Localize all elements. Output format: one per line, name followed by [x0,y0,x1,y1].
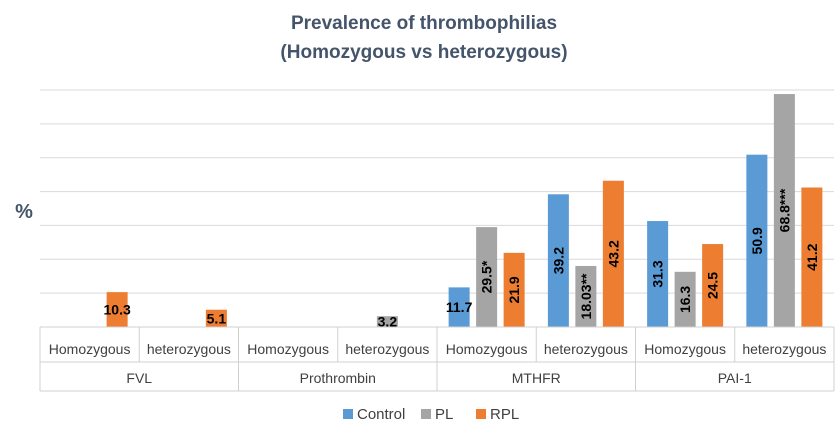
gridlines [40,89,834,294]
bar-pl [476,227,498,327]
legend-label-rpl: RPL [490,406,519,423]
bar-pl [674,271,696,327]
data-label: 10.3 [104,302,131,318]
bar-rpl [801,187,823,327]
bar-control [647,221,669,327]
bar-control [448,287,470,327]
data-label: 68.8*** [776,188,792,232]
bar-rpl [503,252,525,327]
category-label: heterozygous [345,341,429,357]
category-label: Homozygous [49,341,131,357]
y-axis-label: % [15,201,33,223]
chart-title: Prevalence of thrombophilias [291,13,557,34]
legend-label-control: Control [357,406,405,423]
bars [106,94,823,327]
group-label: MTHFR [512,370,561,386]
category-label: heterozygous [544,341,628,357]
bar-pl [773,94,795,327]
category-label: Homozygous [446,341,528,357]
data-label: 5.1 [207,310,227,326]
legend-swatch-pl [421,409,431,419]
bar-rpl [702,244,724,327]
category-label: heterozygous [742,341,826,357]
data-label: 31.3 [650,260,666,287]
bar-rpl [205,309,227,327]
data-label: 24.5 [705,272,721,299]
data-label: 16.3 [677,286,693,313]
bar-rpl [602,180,624,327]
data-label: 41.2 [804,243,820,270]
data-label: 29.5* [479,260,495,293]
data-label: 50.9 [749,227,765,254]
bar-rpl [106,292,128,327]
legend: Control PL RPL [343,406,519,423]
legend-swatch-rpl [476,409,486,419]
legend-swatch-control [343,409,353,419]
bar-control [547,194,569,327]
category-label: heterozygous [147,341,231,357]
category-label: Homozygous [644,341,726,357]
bar-pl [575,265,597,327]
chart-subtitle: (Homozygous vs heterozygous) [280,42,567,63]
category-label: Homozygous [247,341,329,357]
data-label: 3.2 [378,314,398,330]
data-label: 39.2 [550,247,566,274]
data-label: 43.2 [605,240,621,267]
data-label: 21.9 [506,276,522,303]
data-labels: 10.3 5.1 3.2 11.7 29.5* 21.9 39.2 18.03** 43.2 31… [104,188,820,329]
x-axis: Homozygous heterozygous Homozygous heterozy… [39,326,835,392]
group-label: PAI-1 [718,370,752,386]
data-label: 18.03** [578,273,594,319]
legend-label-pl: PL [435,406,453,423]
group-label: FVL [126,370,152,386]
group-label: Prothrombin [300,370,376,386]
data-label: 11.7 [446,299,473,315]
bar-pl [376,316,398,327]
bar-control [746,154,768,327]
